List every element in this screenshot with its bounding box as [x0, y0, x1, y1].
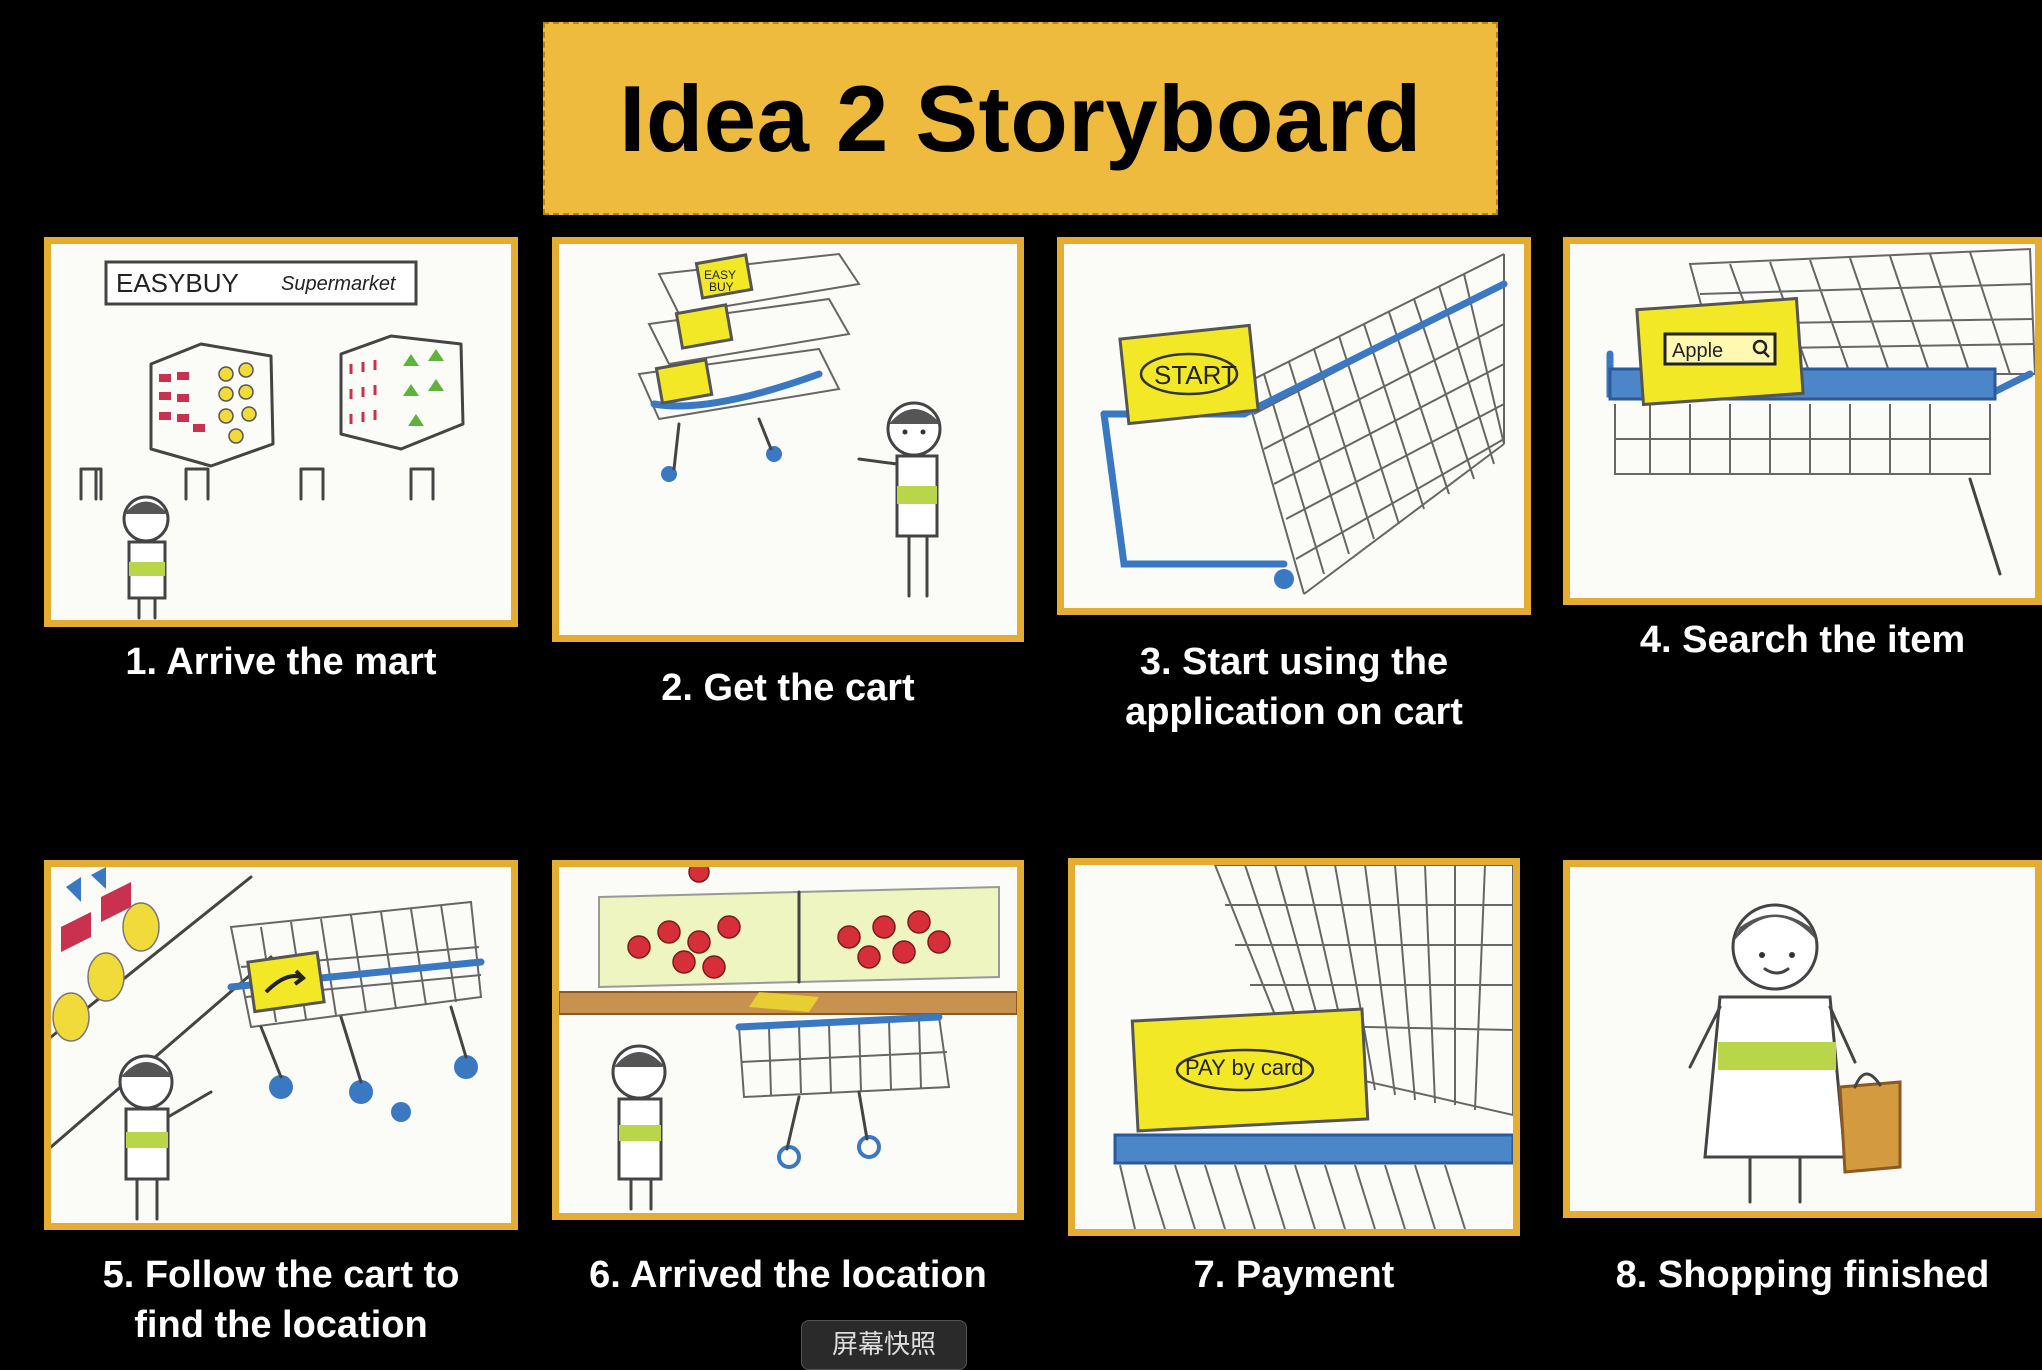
caption-5: 5. Follow the cart to find the location	[44, 1250, 518, 1350]
person-figure	[118, 1054, 213, 1221]
person-figure	[122, 495, 170, 620]
title-banner: Idea 2 Storyboard	[543, 22, 1498, 215]
panel-2-drawing: EASY BUY	[637, 252, 942, 598]
shopping-bag	[1838, 1072, 1902, 1174]
caption-3: 3. Start using the application on cart	[1057, 637, 1531, 737]
person-figure	[857, 401, 942, 598]
search-field-text: Apple	[1672, 340, 1723, 362]
person-figure	[611, 1044, 667, 1211]
caption-1: 1. Arrive the mart	[125, 641, 437, 683]
panel-5-follow	[44, 860, 518, 1230]
panel-3-start-app: START	[1057, 237, 1531, 615]
sign-sub-text: Supermarket	[281, 273, 397, 295]
panel-4-search: Apple	[1563, 237, 2042, 605]
caption-6: 6. Arrived the location	[589, 1254, 987, 1296]
cart-stack: EASY BUY	[637, 252, 861, 482]
person-figure	[1688, 903, 1857, 1204]
caption-2: 2. Get the cart	[661, 667, 915, 709]
panel-4-drawing: Apple	[1606, 247, 2035, 576]
panel-6-drawing	[559, 867, 1017, 1211]
panel-7-drawing: PAY by card	[1113, 865, 1513, 1229]
panel-8-drawing	[1688, 903, 1902, 1204]
cart-label-1: EASY	[704, 268, 736, 282]
start-screen-text: START	[1154, 360, 1237, 390]
panel-2-get-cart: EASY BUY	[552, 237, 1024, 642]
panel-6-arrived	[552, 860, 1024, 1220]
caption-7: 7. Payment	[1193, 1254, 1395, 1296]
panel-7-payment: PAY by card	[1068, 858, 1520, 1236]
caption-5-line-1: 5. Follow the cart to	[102, 1254, 460, 1296]
pay-screen-text: PAY by card	[1185, 1055, 1304, 1080]
caption-5-line-2: find the location	[134, 1304, 428, 1346]
caption-4: 4. Search the item	[1639, 619, 1966, 661]
panel-8-finished	[1563, 860, 2042, 1218]
cart-label-2: BUY	[709, 280, 734, 294]
panel-3-drawing: START	[1100, 253, 1508, 595]
panel-1-arrive: EASYBUY Supermarket	[44, 237, 518, 627]
screenshot-button[interactable]: 屏幕快照	[801, 1320, 967, 1370]
panel-1-drawing: EASYBUY Supermarket	[79, 260, 465, 620]
caption-3-line-1: 3. Start using the	[1139, 641, 1449, 683]
caption-3-line-2: application on cart	[1125, 691, 1463, 733]
sign-brand-text: EASYBUY	[116, 268, 239, 298]
caption-8: 8. Shopping finished	[1615, 1254, 1990, 1296]
search-icon	[1752, 339, 1770, 358]
panel-5-drawing	[51, 867, 485, 1221]
page-title: Idea 2 Storyboard	[619, 65, 1422, 171]
